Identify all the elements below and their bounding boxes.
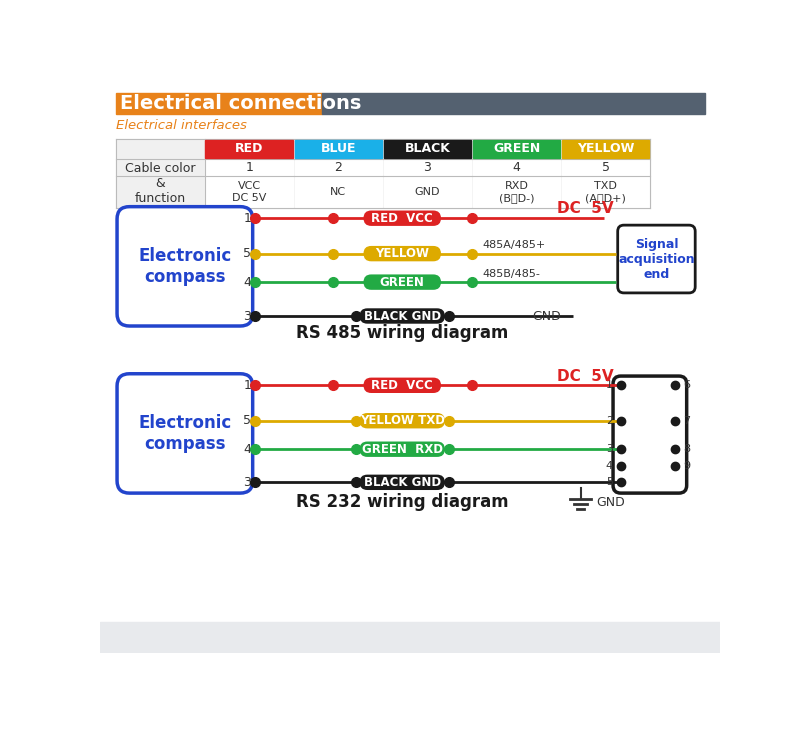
Text: 485A/485+: 485A/485+ bbox=[482, 240, 546, 250]
Bar bbox=[322, 92, 705, 115]
Text: 3: 3 bbox=[423, 161, 431, 174]
Text: RXD
(B、D-): RXD (B、D-) bbox=[499, 181, 534, 203]
Text: BLUE: BLUE bbox=[321, 142, 356, 156]
Bar bbox=[206, 160, 293, 175]
Text: GND: GND bbox=[596, 496, 625, 509]
Text: Electrical connections: Electrical connections bbox=[120, 94, 362, 113]
Text: 7: 7 bbox=[683, 415, 690, 426]
Text: 5: 5 bbox=[602, 161, 610, 174]
Text: 1: 1 bbox=[243, 211, 251, 225]
Text: YELLOW: YELLOW bbox=[577, 142, 634, 156]
Text: 2: 2 bbox=[606, 415, 613, 426]
Text: GREEN: GREEN bbox=[493, 142, 540, 156]
Bar bbox=[115, 139, 650, 208]
Bar bbox=[115, 92, 322, 115]
Text: 4: 4 bbox=[243, 443, 251, 456]
Text: YELLOW TXD: YELLOW TXD bbox=[360, 414, 445, 427]
Text: 8: 8 bbox=[683, 444, 690, 454]
Bar bbox=[562, 177, 650, 208]
Text: 5: 5 bbox=[243, 247, 251, 260]
Text: 1: 1 bbox=[246, 161, 253, 174]
Text: 4: 4 bbox=[513, 161, 521, 174]
Text: RED: RED bbox=[235, 142, 263, 156]
Bar bbox=[384, 177, 471, 208]
FancyBboxPatch shape bbox=[613, 376, 686, 493]
Text: NC: NC bbox=[330, 187, 346, 197]
Bar bbox=[206, 177, 293, 208]
FancyBboxPatch shape bbox=[360, 475, 445, 490]
Bar bbox=[100, 622, 720, 653]
Text: Cable color
&
function: Cable color & function bbox=[125, 162, 195, 205]
Bar bbox=[294, 139, 382, 158]
FancyBboxPatch shape bbox=[363, 246, 441, 261]
FancyBboxPatch shape bbox=[363, 211, 441, 226]
FancyBboxPatch shape bbox=[618, 225, 695, 293]
Text: 5: 5 bbox=[243, 414, 251, 427]
Bar bbox=[562, 139, 650, 158]
FancyBboxPatch shape bbox=[360, 413, 445, 429]
Bar bbox=[384, 160, 471, 175]
Text: 4: 4 bbox=[243, 276, 251, 288]
FancyBboxPatch shape bbox=[363, 377, 441, 393]
Text: 3: 3 bbox=[243, 476, 251, 489]
Text: GND: GND bbox=[414, 187, 440, 197]
Text: Electronic
compass: Electronic compass bbox=[138, 415, 232, 453]
Bar bbox=[294, 177, 382, 208]
Text: RS 485 wiring diagram: RS 485 wiring diagram bbox=[296, 324, 509, 342]
Text: 6: 6 bbox=[683, 380, 690, 390]
Text: 2: 2 bbox=[334, 161, 342, 174]
FancyBboxPatch shape bbox=[363, 275, 441, 290]
Text: DC  5V: DC 5V bbox=[558, 201, 614, 217]
Bar bbox=[473, 160, 560, 175]
Text: Electrical interfaces: Electrical interfaces bbox=[115, 118, 246, 131]
Text: 3: 3 bbox=[606, 444, 613, 454]
Bar bbox=[562, 160, 650, 175]
Text: YELLOW: YELLOW bbox=[375, 247, 430, 260]
Text: 5: 5 bbox=[606, 477, 613, 487]
Bar bbox=[206, 139, 293, 158]
Text: 9: 9 bbox=[683, 461, 690, 471]
Text: BLACK GND: BLACK GND bbox=[364, 310, 441, 322]
Text: TXD
(A、D+): TXD (A、D+) bbox=[586, 181, 626, 203]
Text: 3: 3 bbox=[243, 310, 251, 322]
Text: GREEN  RXD: GREEN RXD bbox=[362, 443, 442, 456]
Text: 4: 4 bbox=[606, 461, 613, 471]
FancyBboxPatch shape bbox=[360, 442, 445, 457]
Text: Electronic
compass: Electronic compass bbox=[138, 247, 232, 286]
Text: 1: 1 bbox=[243, 379, 251, 392]
Bar bbox=[473, 177, 560, 208]
Text: RS 232 wiring diagram: RS 232 wiring diagram bbox=[296, 493, 509, 512]
FancyBboxPatch shape bbox=[117, 374, 253, 493]
Text: DC  5V: DC 5V bbox=[558, 368, 614, 384]
Text: GREEN: GREEN bbox=[380, 276, 425, 288]
Text: VCC
DC 5V: VCC DC 5V bbox=[232, 181, 266, 203]
FancyBboxPatch shape bbox=[360, 308, 445, 324]
Text: 1: 1 bbox=[606, 380, 613, 390]
Text: GND: GND bbox=[533, 310, 562, 322]
FancyBboxPatch shape bbox=[117, 207, 253, 326]
Text: BLACK GND: BLACK GND bbox=[364, 476, 441, 489]
Text: 485B/485-: 485B/485- bbox=[482, 269, 540, 279]
Text: RED  VCC: RED VCC bbox=[371, 211, 433, 225]
Bar bbox=[473, 139, 560, 158]
Bar bbox=[384, 139, 471, 158]
Text: RED  VCC: RED VCC bbox=[371, 379, 433, 392]
Text: Signal
acquisition
end: Signal acquisition end bbox=[618, 238, 694, 280]
Text: BLACK: BLACK bbox=[405, 142, 450, 156]
Bar bbox=[294, 160, 382, 175]
